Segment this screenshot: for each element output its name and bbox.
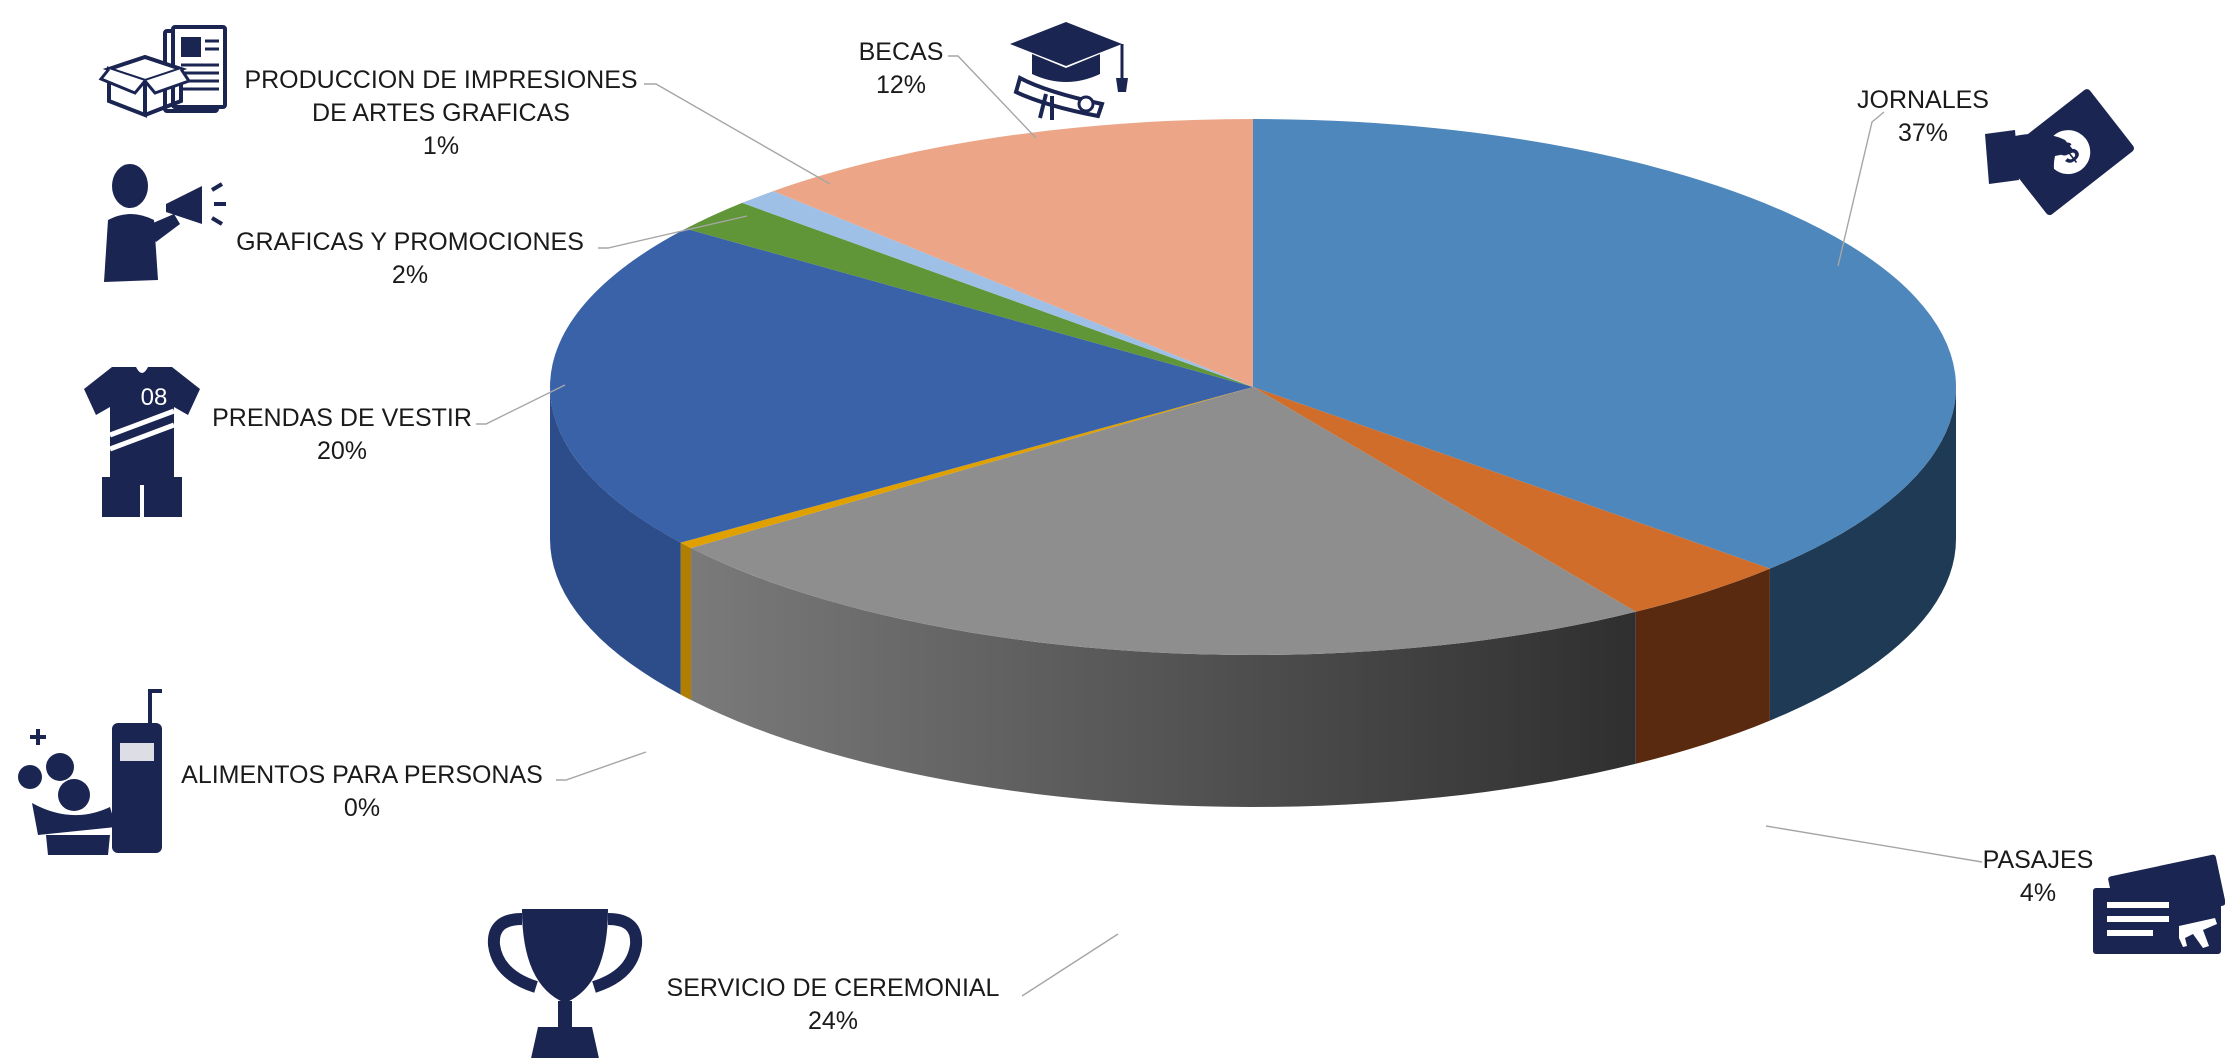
graduation-diploma-icon (1010, 22, 1128, 120)
label-percent-text: 20% (317, 437, 367, 465)
label-percent-text: 2% (392, 261, 428, 289)
label-percent-text: 12% (876, 71, 926, 99)
leader-line-1 (1765, 825, 1983, 863)
plane-ticket-icon (2093, 854, 2225, 954)
food-drink-icon (18, 689, 162, 855)
jersey-number: 08 (141, 384, 168, 411)
data-label-7: BECAS 12% (859, 38, 944, 99)
slice-0 (1253, 119, 1956, 569)
slice-6 (742, 191, 1253, 387)
label-category-text: PRENDAS DE VESTIR (212, 404, 472, 432)
label-category-text: JORNALES (1857, 86, 1989, 114)
slice-side-3 (680, 542, 692, 701)
label-percent-text: 0% (344, 794, 380, 822)
slice-side-1 (1635, 568, 1770, 764)
data-label-6: PRODUCCION DE IMPRESIONES DE ARTES GRAFIC… (244, 66, 637, 160)
megaphone-person-icon (104, 164, 226, 282)
jersey-icon: 08 (84, 367, 200, 517)
label-percent-text: 4% (2020, 879, 2056, 907)
slice-2 (691, 387, 1636, 655)
slice-side-0 (1769, 387, 1956, 721)
leader-lines (476, 55, 1983, 997)
label-category-text: SERVICIO DE CEREMONIAL (667, 974, 1000, 1002)
slice-5 (685, 202, 1253, 387)
slice-side-2 (691, 548, 1636, 807)
label-percent-text: 24% (808, 1007, 858, 1035)
leader-line-7 (948, 55, 1037, 139)
data-label-5: GRAFICAS Y PROMOCIONES 2% (236, 228, 584, 289)
slice-side-4 (550, 387, 681, 695)
box-newspaper-icon (98, 25, 227, 118)
leader-line-6 (644, 83, 831, 185)
slice-1 (1253, 387, 1770, 612)
slice-7 (773, 118, 1253, 387)
leader-line-4 (476, 384, 566, 425)
data-label-2: SERVICIO DE CEREMONIAL 24% (667, 974, 1000, 1035)
data-label-1: PASAJES 4% (1983, 846, 2094, 907)
category-icons: $ (18, 22, 2225, 1058)
label-category-text: PRODUCCION DE IMPRESIONES (244, 66, 637, 94)
label-category-text: GRAFICAS Y PROMOCIONES (236, 228, 584, 256)
data-label-3: ALIMENTOS PARA PERSONAS 0% (181, 761, 543, 822)
data-labels: JORNALES 37% PASAJES 4% SERVICIO DE CEREMONI… (181, 38, 2093, 1035)
label-category-text: BECAS (859, 38, 944, 66)
leader-line-5 (598, 215, 748, 249)
label-category-text: DE ARTES GRAFICAS (312, 99, 570, 127)
leader-line-0 (1837, 111, 1885, 267)
money-hand-icon: $ (1985, 89, 2134, 216)
label-percent-text: 1% (423, 132, 459, 160)
slice-3 (680, 387, 1253, 549)
data-label-4: PRENDAS DE VESTIR 20% (212, 404, 472, 465)
slice-4 (550, 228, 1253, 543)
pie-group (550, 118, 1956, 807)
data-label-0: JORNALES 37% (1857, 86, 1989, 147)
label-category-text: ALIMENTOS PARA PERSONAS (181, 761, 543, 789)
trophy-icon (487, 909, 643, 1058)
leader-line-3 (556, 751, 647, 781)
label-percent-text: 37% (1898, 119, 1948, 147)
label-category-text: PASAJES (1983, 846, 2094, 874)
leader-line-2 (1021, 933, 1119, 997)
